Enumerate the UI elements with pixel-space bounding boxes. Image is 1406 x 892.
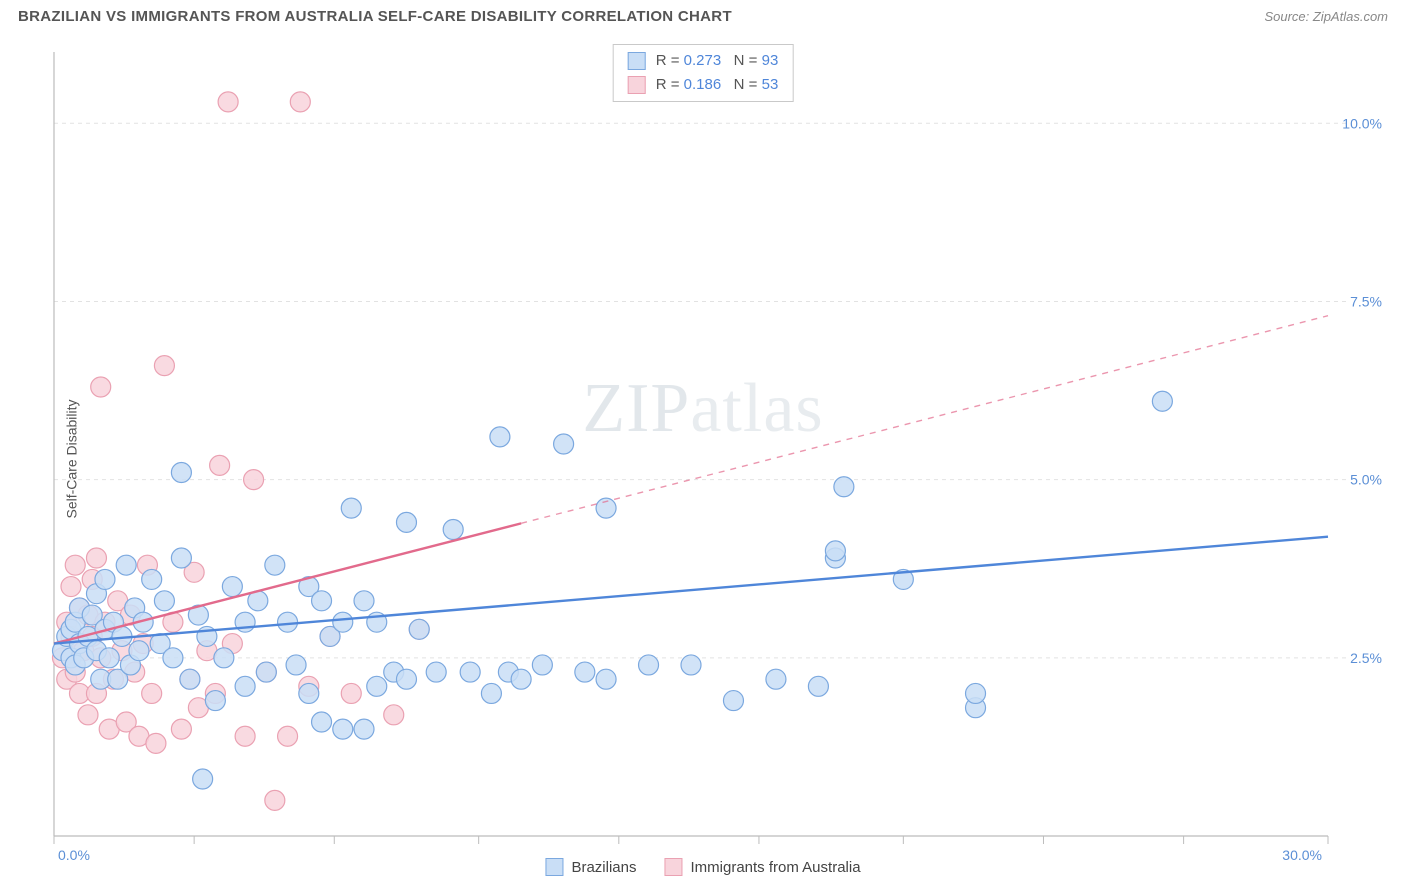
svg-text:7.5%: 7.5% xyxy=(1350,293,1382,309)
swatch-brazilians-icon xyxy=(628,52,646,70)
y-axis-label: Self-Care Disability xyxy=(64,399,80,518)
swatch-australia-icon xyxy=(664,858,682,876)
svg-text:0.0%: 0.0% xyxy=(58,847,90,863)
stats-legend: R = 0.273 N = 93 R = 0.186 N = 53 xyxy=(613,44,794,102)
swatch-australia-icon xyxy=(628,76,646,94)
svg-text:5.0%: 5.0% xyxy=(1350,472,1382,488)
legend-label: Immigrants from Australia xyxy=(690,859,860,876)
svg-text:2.5%: 2.5% xyxy=(1350,650,1382,666)
chart-area: Self-Care Disability ZIPatlas 0.0%30.0%2… xyxy=(18,44,1388,874)
chart-title: BRAZILIAN VS IMMIGRANTS FROM AUSTRALIA S… xyxy=(18,8,732,25)
svg-text:10.0%: 10.0% xyxy=(1342,115,1382,131)
swatch-brazilians-icon xyxy=(545,858,563,876)
series-legend: Brazilians Immigrants from Australia xyxy=(545,858,860,876)
legend-label: Brazilians xyxy=(571,859,636,876)
source-label: Source: ZipAtlas.com xyxy=(1264,9,1388,24)
scatter-plot: 0.0% 30.0% 2.5% 5.0% 7.5% 10.0% xyxy=(18,44,1388,874)
svg-text:30.0%: 30.0% xyxy=(1282,847,1322,863)
